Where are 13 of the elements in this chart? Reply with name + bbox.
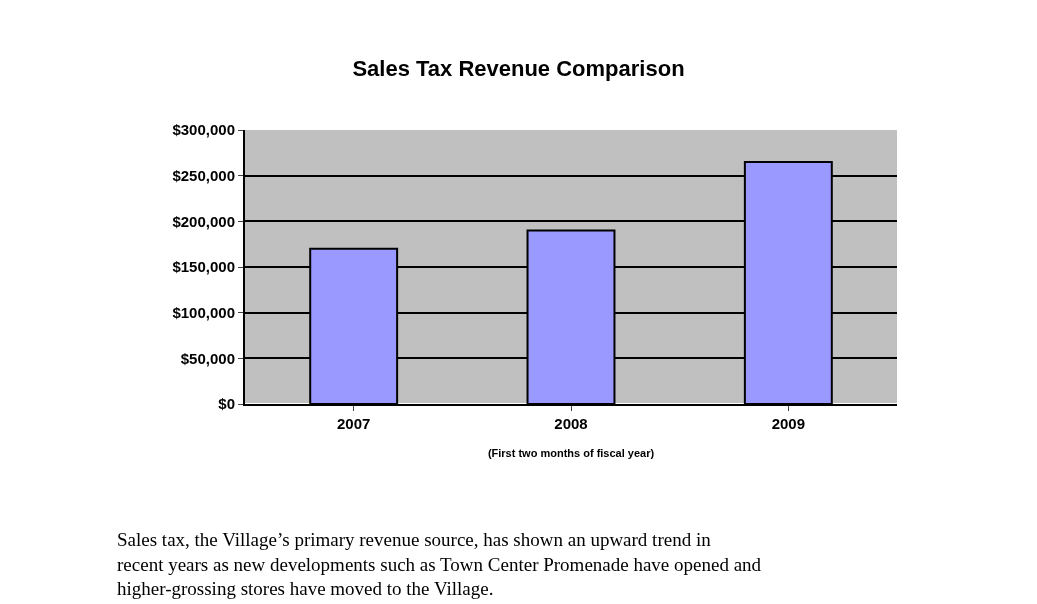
y-tick-label: $150,000	[172, 258, 235, 276]
y-tick-label: $200,000	[172, 212, 235, 230]
y-tick-label: $300,000	[172, 121, 235, 139]
y-tick-label: $100,000	[172, 303, 235, 321]
x-tick-label: 2009	[771, 415, 806, 432]
y-tick-label: $0	[218, 395, 235, 413]
y-tick-label: $250,000	[172, 166, 235, 184]
y-tick-label: $50,000	[180, 349, 235, 367]
chart-title: Sales Tax Revenue Comparison	[352, 55, 685, 81]
x-tick-label: 2008	[554, 415, 588, 432]
x-tick-label: 2007	[336, 415, 371, 432]
x-axis-title: (First two months of fiscal year)	[487, 446, 655, 459]
text: Sales tax, the Village’s primary revenue source, has shown an upward trend in recent years as new developments such as Town Center Promenade have opened and higher-grossing stores have moved to the Village.	[117, 529, 762, 600]
